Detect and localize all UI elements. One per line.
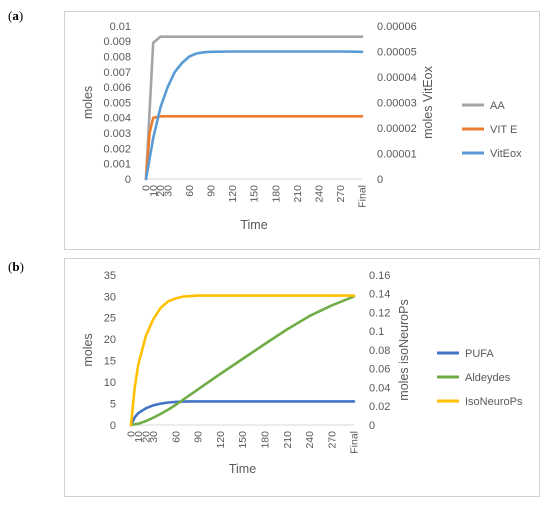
x-tick-label: 30: [148, 431, 160, 443]
x-tick-label: 270: [326, 431, 338, 449]
y2-tick-label: 0.00002: [377, 123, 417, 135]
y-tick-label: 35: [104, 270, 116, 282]
series-line-aldeydes: [129, 295, 356, 427]
x-axis-title: Time: [240, 218, 267, 232]
x-tick-label: 60: [170, 431, 182, 443]
x-tick-label: 210: [282, 431, 294, 449]
y2-tick-label: 0.08: [369, 345, 390, 357]
y2-axis-title: moles isoNeuroPs: [397, 299, 411, 400]
y2-tick-label: 0.14: [369, 289, 390, 301]
y2-tick-label: 0.1: [369, 326, 384, 338]
x-tick-label: 90: [193, 431, 205, 443]
y-tick-label: 0.002: [103, 143, 131, 155]
panel-label-b: (b): [8, 259, 24, 274]
series-line-isoneurops: [129, 294, 356, 427]
x-tick-label-partial: 20: [155, 185, 167, 197]
y2-tick-label: 0.06: [369, 364, 390, 376]
x-tick-label: 150: [249, 185, 261, 203]
x-tick-label-partial: 20: [141, 431, 153, 443]
x-tick-label: Final: [349, 431, 361, 454]
y-tick-label: 15: [104, 356, 116, 368]
x-tick-label: 120: [215, 431, 227, 449]
y2-tick-label: 0.00001: [377, 148, 417, 160]
y-tick-label: 0.003: [103, 128, 131, 140]
x-tick-label: 240: [313, 185, 325, 203]
x-tick-label: 150: [237, 431, 249, 449]
y-tick-label: 0.001: [103, 159, 131, 171]
y-axis-title: moles: [81, 333, 95, 366]
legend-label: AA: [490, 100, 505, 112]
x-tick-label: 60: [184, 185, 196, 197]
legend-label: PUFA: [465, 348, 494, 360]
y2-tick-label: 0.12: [369, 307, 390, 319]
x-tick-label: 0: [126, 431, 138, 437]
x-axis-title: Time: [229, 462, 256, 476]
y2-tick-label: 0.16: [369, 270, 390, 282]
y-tick-label: 0.01: [110, 21, 131, 33]
legend-label: VIT E: [490, 124, 517, 136]
y-tick-label: 0.009: [103, 36, 131, 48]
panel-label-a: (a): [8, 8, 24, 23]
x-tick-label: 270: [335, 185, 347, 203]
y2-axis-title: moles VitEox: [421, 65, 435, 138]
y-tick-label: 0.005: [103, 97, 131, 109]
series-line-vit-e: [144, 115, 364, 181]
y2-tick-label: 0.02: [369, 401, 390, 413]
x-tick-label: 240: [304, 431, 316, 449]
y-tick-label: 0.006: [103, 82, 131, 94]
series-line-pufa: [129, 400, 356, 427]
y-tick-label: 25: [104, 313, 116, 325]
y2-tick-label: 0.04: [369, 382, 390, 394]
y2-tick-label: 0.00006: [377, 21, 417, 33]
x-tick-label: 210: [292, 185, 304, 203]
y-tick-label: 0: [110, 420, 116, 432]
chart-frame-b: [64, 258, 540, 497]
y2-tick-label: 0.00004: [377, 72, 417, 84]
x-tick-label: 180: [270, 185, 282, 203]
legend-label: VitEox: [490, 148, 522, 160]
x-tick-label-partial: 10: [133, 431, 145, 443]
y-tick-label: 10: [104, 377, 116, 389]
y2-tick-label: 0: [369, 420, 375, 432]
x-tick-label: 90: [205, 185, 217, 197]
legend-label: Aldeydes: [465, 372, 511, 384]
x-tick-label: 120: [227, 185, 239, 203]
y-tick-label: 5: [110, 398, 116, 410]
y-axis-title: moles: [81, 86, 95, 119]
x-tick-label-partial: 10: [148, 185, 160, 197]
y-tick-label: 0.004: [103, 113, 131, 125]
y2-tick-label: 0: [377, 174, 383, 186]
x-tick-label: 30: [162, 185, 174, 197]
y2-tick-label: 0.00005: [377, 46, 417, 58]
y-tick-label: 0: [125, 174, 131, 186]
legend-label: IsoNeuroPs: [465, 396, 523, 408]
series-line-viteox: [144, 50, 364, 181]
y-tick-label: 0.008: [103, 51, 131, 63]
x-tick-label: 180: [259, 431, 271, 449]
y2-tick-label: 0.00003: [377, 97, 417, 109]
series-line-aa: [144, 35, 364, 181]
y-tick-label: 30: [104, 291, 116, 303]
x-tick-label: 0: [141, 185, 153, 191]
x-tick-label: Final: [357, 185, 369, 208]
y-tick-label: 20: [104, 334, 116, 346]
y-tick-label: 0.007: [103, 67, 131, 79]
